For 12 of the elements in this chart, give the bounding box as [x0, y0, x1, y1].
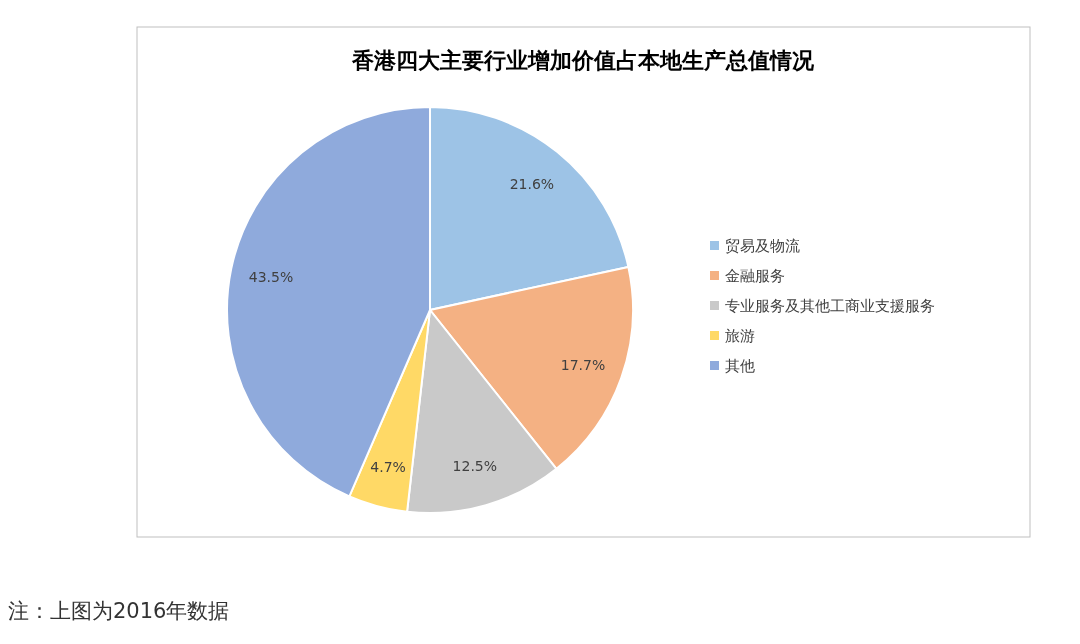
data-label: 21.6% — [509, 175, 555, 192]
data-label: 17.7% — [560, 356, 606, 373]
legend-label: 专业服务及其他工商业支援服务 — [725, 297, 935, 315]
data-label: 12.5% — [452, 458, 498, 475]
chart-title: 香港四大主要行业增加价值占本地生产总值情况 — [351, 48, 815, 73]
text: 注：上图为2016年数据 — [8, 599, 230, 623]
data-label: 4.7% — [370, 458, 406, 475]
legend-label: 其他 — [725, 357, 755, 375]
legend-label: 金融服务 — [725, 267, 785, 285]
data-label: 43.5% — [248, 269, 294, 286]
legend-label: 旅游 — [725, 327, 755, 345]
legend-label: 贸易及物流 — [725, 237, 800, 255]
